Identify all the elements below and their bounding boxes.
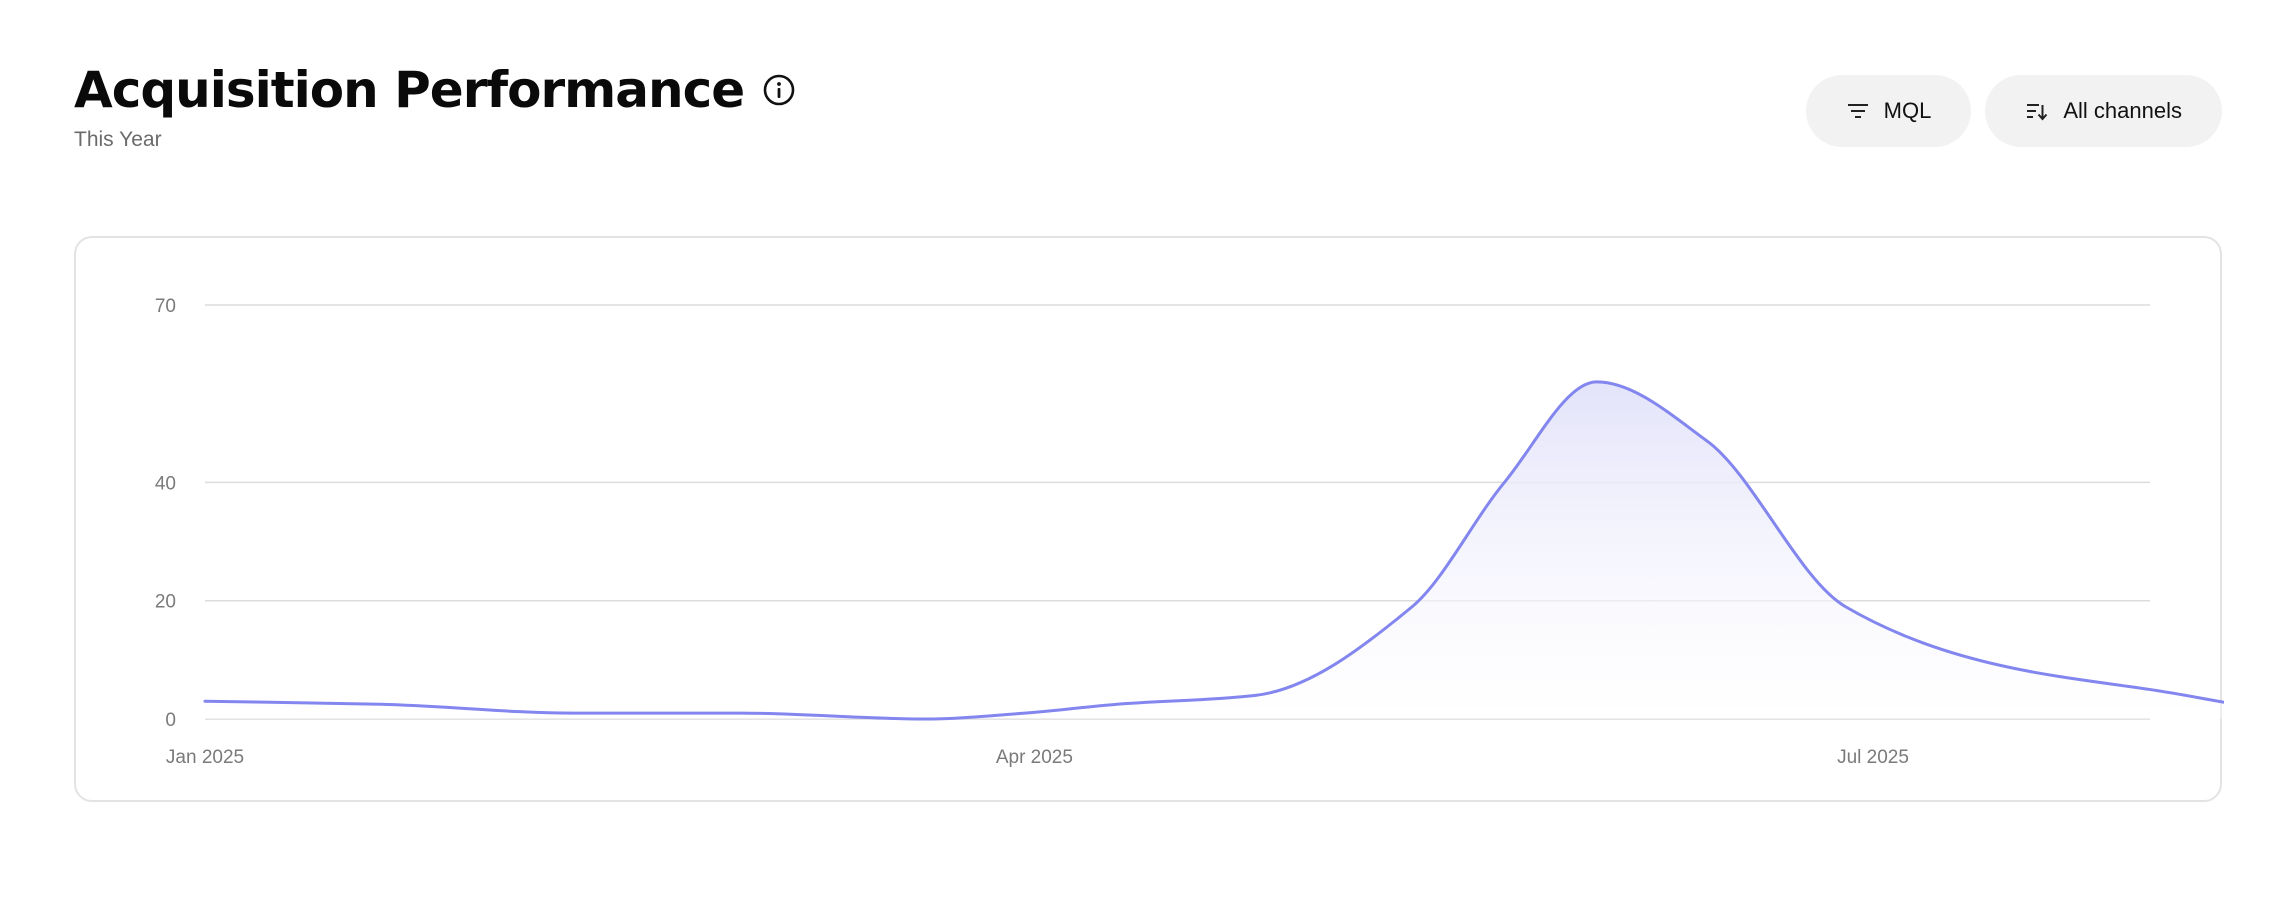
acquisition-chart: 0 20 40 70 Jan 2025 Apr 2025 Jul 2025 (155, 296, 2224, 768)
x-tick-label: Jan 2025 (166, 747, 244, 768)
info-circle-icon[interactable] (762, 73, 796, 107)
chart-card: 0 20 40 70 Jan 2025 Apr 2025 Jul 2025 (74, 236, 2224, 802)
filter-icon (1847, 104, 1868, 118)
page-title: Acquisition Performance (74, 61, 745, 119)
y-tick-label: 40 (155, 473, 176, 494)
mql-filter-button[interactable]: MQL (1805, 75, 1972, 147)
channels-filter-button[interactable]: All channels (1985, 75, 2222, 147)
y-tick-label: 0 (165, 710, 176, 731)
y-tick-label: 20 (155, 592, 176, 613)
x-tick-label: Apr 2025 (996, 747, 1073, 768)
y-tick-label: 70 (155, 296, 176, 317)
series-area (205, 381, 2224, 719)
mql-filter-label: MQL (1883, 98, 1932, 123)
page-subtitle: This Year (74, 128, 162, 151)
sort-icon (2027, 104, 2048, 121)
x-tick-label: Jul 2025 (1837, 747, 1909, 768)
filter-bar: MQL All channels (1805, 75, 2222, 147)
title-row: Acquisition Performance (74, 60, 796, 120)
series-line (203, 380, 2224, 721)
channels-filter-label: All channels (2063, 98, 2182, 123)
